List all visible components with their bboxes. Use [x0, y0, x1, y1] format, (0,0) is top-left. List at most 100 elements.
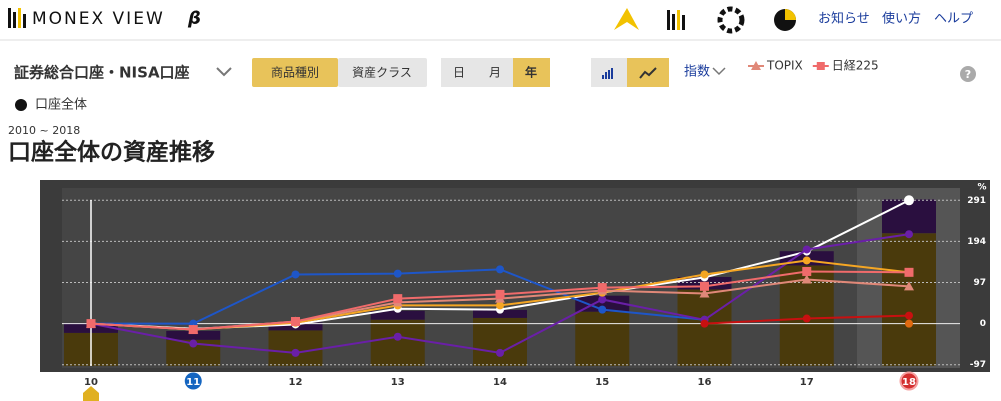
marker — [291, 317, 300, 326]
y-tick-label: 291 — [967, 196, 986, 206]
marker — [188, 325, 198, 335]
tab-label: 資産クラス — [352, 65, 412, 80]
help-mark: ? — [965, 68, 971, 81]
icon-bar — [672, 14, 675, 30]
y-tick-label: -97 — [970, 360, 986, 370]
x-tick-label: 17 — [800, 377, 814, 388]
selected-marker — [83, 386, 99, 401]
marker — [598, 295, 607, 304]
period-range: 2010 ~ 2018 — [8, 124, 80, 137]
x-badge — [184, 372, 202, 390]
portfolio-label[interactable]: 口座全体 — [35, 97, 87, 113]
marker — [905, 311, 913, 320]
tab-active[interactable] — [252, 58, 338, 87]
x-tick-label: 13 — [391, 377, 405, 388]
logo-text: MONEX VIEW — [32, 9, 165, 29]
bar-segment — [370, 310, 425, 320]
marker — [700, 281, 709, 291]
logo-bar — [8, 8, 11, 28]
nav-link[interactable]: お知らせ — [818, 11, 870, 27]
nav-icon[interactable] — [667, 10, 685, 30]
bar-segment — [473, 309, 527, 318]
marker — [189, 339, 198, 348]
period-label: 月 — [489, 66, 501, 80]
bar-segment — [473, 317, 527, 366]
nav-icon[interactable] — [614, 8, 639, 30]
y-tick-label: 0 — [980, 319, 986, 329]
x-tick-label: 10 — [84, 377, 98, 388]
y-tick-label: 97 — [973, 278, 986, 288]
marker — [291, 270, 300, 279]
bar-segment — [166, 330, 221, 340]
nav-link[interactable]: 使い方 — [882, 11, 921, 27]
logo-bar — [23, 14, 26, 28]
x-tick-label: 15 — [595, 377, 609, 388]
period-button[interactable] — [441, 58, 513, 87]
marker — [700, 270, 709, 279]
x-tick-label: 18 — [902, 377, 916, 388]
period-label: 日 — [453, 66, 465, 80]
icon-bar — [682, 15, 685, 30]
x-tick-label: 16 — [698, 377, 712, 388]
x-tick-label: 14 — [493, 377, 507, 388]
marker — [495, 289, 505, 299]
help-icon[interactable] — [960, 66, 976, 82]
period-button-active[interactable] — [513, 58, 550, 87]
index-menu[interactable]: 指数 — [684, 65, 710, 80]
marker — [496, 301, 504, 310]
chart-type-button-active[interactable] — [627, 58, 669, 87]
portfolio-dot — [15, 99, 27, 111]
bar-segment — [882, 233, 936, 366]
marker — [393, 294, 403, 304]
bar-segment — [370, 319, 425, 366]
marker — [802, 256, 811, 265]
legend-marker — [816, 62, 825, 70]
logo[interactable]: MONEX VIEW β — [8, 8, 201, 29]
legend-label: 日経225 — [832, 59, 879, 73]
bar-segment — [575, 295, 630, 312]
marker — [496, 348, 504, 357]
chevron — [216, 67, 232, 77]
marker — [904, 281, 914, 291]
marker — [597, 283, 607, 293]
chart: % 291 194 97 0 -97 10 11 12 13 14 15 16 17 18 — [62, 183, 987, 401]
marker — [904, 195, 914, 206]
bar-segment — [268, 330, 323, 366]
icon-bar — [677, 10, 680, 30]
icon-bar — [667, 10, 670, 30]
x-tick-label: 11 — [186, 377, 200, 388]
y-unit: % — [977, 183, 986, 193]
logo-bar — [13, 12, 16, 28]
line-icon — [639, 67, 657, 79]
icon-slice — [785, 9, 796, 20]
nav-icon[interactable] — [774, 9, 796, 31]
marker — [802, 245, 811, 254]
x-badge — [899, 371, 919, 391]
marker — [598, 305, 607, 314]
legend-marker — [751, 61, 761, 70]
marker — [904, 267, 914, 277]
marker — [699, 288, 710, 298]
marker — [496, 265, 504, 274]
x-tick-label: 12 — [289, 377, 303, 388]
legend: TOPIX 日経225 — [748, 59, 879, 73]
account-select[interactable]: 証券総合口座・NISA口座 — [14, 64, 190, 82]
marker — [802, 266, 812, 276]
legend-label: TOPIX — [766, 59, 803, 73]
marker — [802, 314, 811, 323]
logo-bar — [18, 8, 21, 28]
heading: 口座全体の資産推移 — [8, 139, 215, 166]
marker — [291, 348, 300, 357]
tab-label: 商品種別 — [271, 65, 319, 80]
nav-icon[interactable] — [717, 6, 745, 34]
nav-link[interactable]: ヘルプ — [934, 12, 973, 27]
marker — [801, 274, 812, 284]
tab[interactable] — [338, 58, 427, 87]
y-tick-label: 194 — [967, 237, 986, 247]
bar-icon — [602, 68, 613, 79]
marker — [905, 230, 913, 239]
bar-segment — [677, 289, 732, 366]
marker — [86, 319, 96, 329]
marker — [905, 319, 913, 328]
